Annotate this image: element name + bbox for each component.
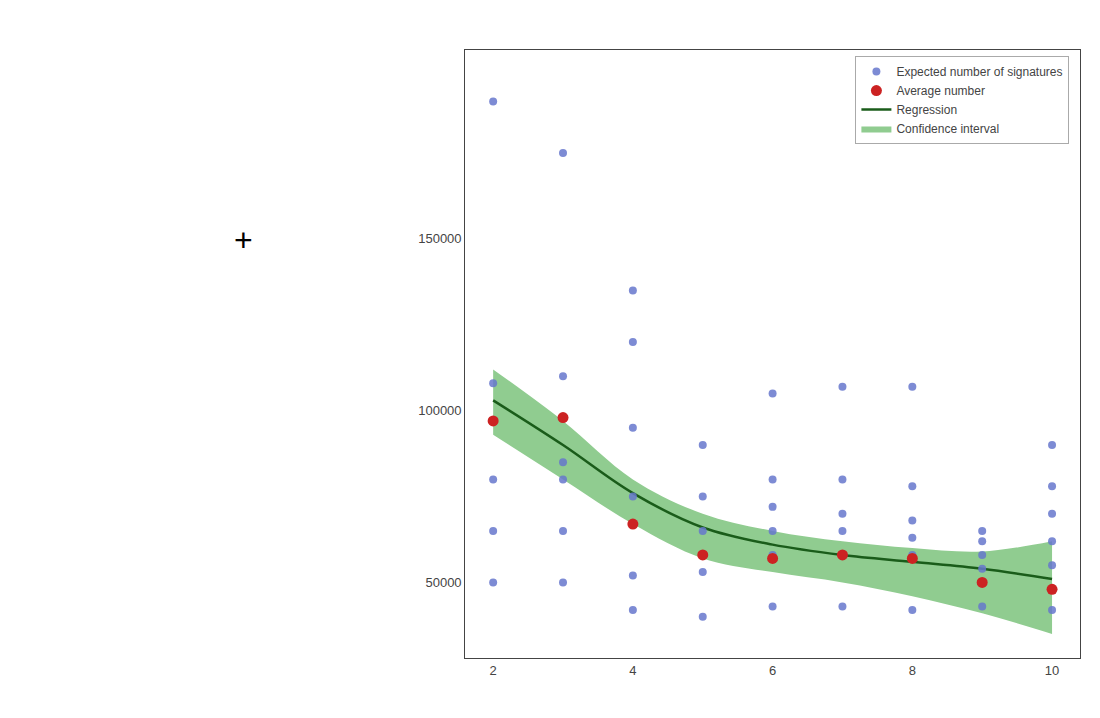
svg-text:150000: 150000 [418,231,461,246]
svg-text:8: 8 [909,663,916,678]
svg-text:50000: 50000 [425,575,461,590]
svg-text:6: 6 [769,663,776,678]
svg-text:100000: 100000 [418,403,461,418]
svg-text:Confidence interval: Confidence interval [896,122,999,136]
svg-text:2: 2 [490,663,497,678]
svg-text:Average number: Average number [896,84,985,98]
svg-text:10: 10 [1045,663,1059,678]
svg-text:+: + [234,222,253,258]
svg-text:Regression: Regression [896,103,957,117]
svg-text:4: 4 [629,663,636,678]
svg-text:Expected number of signatures: Expected number of signatures [896,65,1062,79]
